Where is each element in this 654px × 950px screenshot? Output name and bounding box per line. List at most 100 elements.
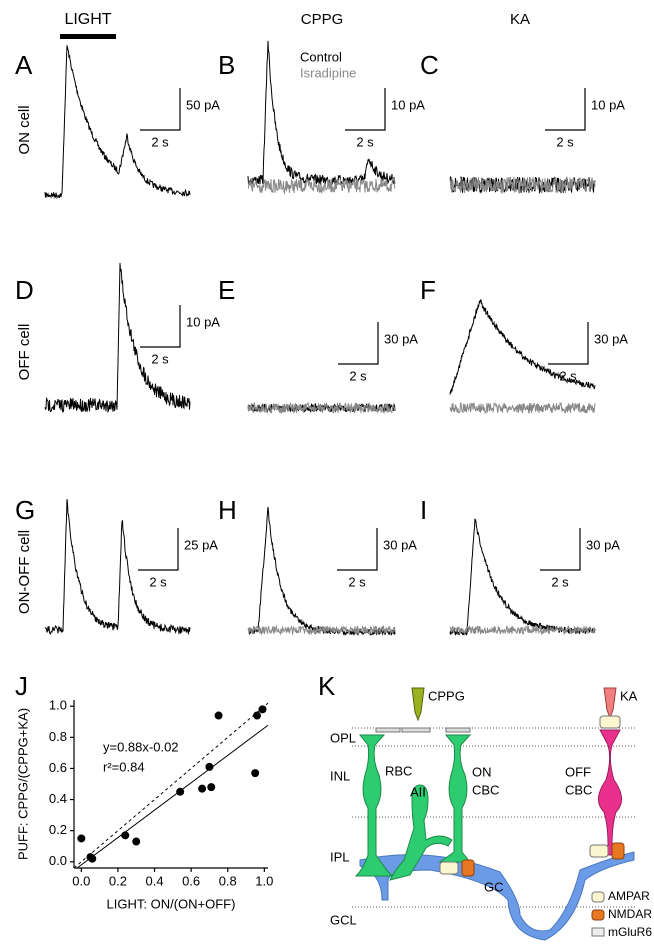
scale-bar	[548, 322, 589, 365]
legend-label: NMDAR	[608, 907, 652, 921]
x-tick-label: 1.0	[255, 873, 273, 888]
legend-mglur6	[591, 927, 605, 937]
scale-current: 10 pA	[391, 97, 425, 112]
legend-isradipine: Isradipine	[300, 65, 356, 80]
ampar	[589, 844, 609, 858]
panel-letter: D	[15, 275, 34, 305]
point	[198, 784, 207, 793]
scale-time: 2 s	[559, 368, 577, 383]
current-trace	[247, 624, 396, 636]
scale-current: 50 pA	[186, 97, 220, 112]
ka-header: KA	[510, 11, 530, 28]
scale-time: 2 s	[348, 574, 366, 589]
point	[132, 837, 141, 846]
scale-time: 2 s	[149, 574, 167, 589]
scale-time: 2 s	[556, 134, 574, 149]
scale-bar	[345, 88, 386, 131]
y-tick-label: 0.4	[49, 791, 67, 806]
layer-label: GCL	[330, 912, 357, 927]
point	[253, 711, 262, 720]
row-label: ON cell	[16, 105, 33, 154]
y-tick-label: 0.6	[49, 760, 67, 775]
scale-time: 2 s	[151, 134, 169, 149]
rbc-cell	[354, 734, 394, 877]
scale-time: 2 s	[349, 368, 367, 383]
scale-bar	[138, 528, 179, 571]
cell-label: AII	[410, 784, 426, 799]
cell-label: OFF	[565, 764, 591, 779]
mglur6	[445, 727, 471, 733]
scale-current: 30 pA	[586, 537, 620, 552]
point	[77, 834, 86, 843]
scale-current: 10 pA	[186, 314, 220, 329]
panel-letter: I	[420, 495, 427, 525]
point	[121, 831, 130, 840]
identity-line	[73, 702, 269, 869]
panel-letter: B	[218, 50, 235, 80]
point	[176, 787, 185, 796]
scale-current: 30 pA	[594, 331, 628, 346]
light-label: LIGHT	[64, 11, 111, 28]
scale-bar	[140, 88, 181, 131]
layer-label: IPL	[330, 849, 350, 864]
point	[88, 854, 97, 863]
fit-line	[76, 724, 269, 869]
current-trace	[449, 299, 596, 395]
panel-letter: C	[420, 50, 439, 80]
x-tick-label: 0.2	[109, 873, 127, 888]
panel-letter: H	[218, 495, 237, 525]
annotation: y=0.88x-0.02	[103, 739, 179, 754]
cell-label: CBC	[565, 782, 592, 797]
cell-label: CBC	[472, 782, 499, 797]
y-tick-label: 0.2	[49, 822, 67, 837]
x-tick-label: 0.8	[219, 873, 237, 888]
scale-bar	[545, 88, 586, 131]
x-axis-title: LIGHT: ON/(ON+OFF)	[107, 896, 236, 911]
ampar	[599, 715, 621, 729]
legend-ampar	[591, 891, 605, 903]
y-axis-title: PUFF: CPPG/(CPPG+KA)	[15, 708, 30, 860]
legend-nmdar	[591, 909, 605, 921]
cppg-pipette	[411, 687, 425, 722]
panel-letter: J	[15, 671, 28, 701]
current-trace	[44, 262, 191, 414]
point	[214, 711, 223, 720]
panel-letter: K	[318, 671, 336, 701]
legend-control: Control	[300, 49, 342, 64]
panel-letter: E	[218, 275, 235, 305]
off-cbc-cell	[598, 729, 622, 856]
scale-time: 2 s	[356, 134, 374, 149]
legend-label: mGluR6	[608, 925, 652, 939]
point	[207, 783, 216, 792]
point	[205, 762, 214, 771]
scale-bar	[338, 322, 379, 365]
drug-label: KA	[620, 688, 638, 703]
scale-time: 2 s	[151, 351, 169, 366]
ampar	[439, 861, 459, 875]
mglur6	[401, 727, 431, 733]
current-trace	[449, 401, 596, 415]
scale-current: 10 pA	[591, 97, 625, 112]
current-trace	[247, 401, 396, 415]
current-trace	[449, 624, 596, 636]
x-tick-label: 0.0	[72, 873, 90, 888]
current-trace	[44, 499, 191, 636]
nmdar	[611, 842, 625, 860]
scale-time: 2 s	[551, 574, 569, 589]
cell-label: GC	[484, 879, 504, 894]
layer-label: OPL	[330, 730, 356, 745]
current-trace	[247, 177, 396, 195]
y-tick-label: 0.8	[49, 729, 67, 744]
light-bar	[60, 34, 116, 39]
current-trace	[247, 40, 396, 186]
y-tick-label: 0.0	[49, 853, 67, 868]
row-label: ON-OFF cell	[16, 530, 33, 614]
scale-bar	[140, 305, 181, 348]
panel-letter: F	[420, 275, 436, 305]
row-label: OFF cell	[16, 324, 33, 381]
panel-letter: A	[15, 50, 33, 80]
drug-label: CPPG	[428, 688, 465, 703]
x-tick-label: 0.4	[145, 873, 163, 888]
current-trace	[44, 45, 191, 200]
